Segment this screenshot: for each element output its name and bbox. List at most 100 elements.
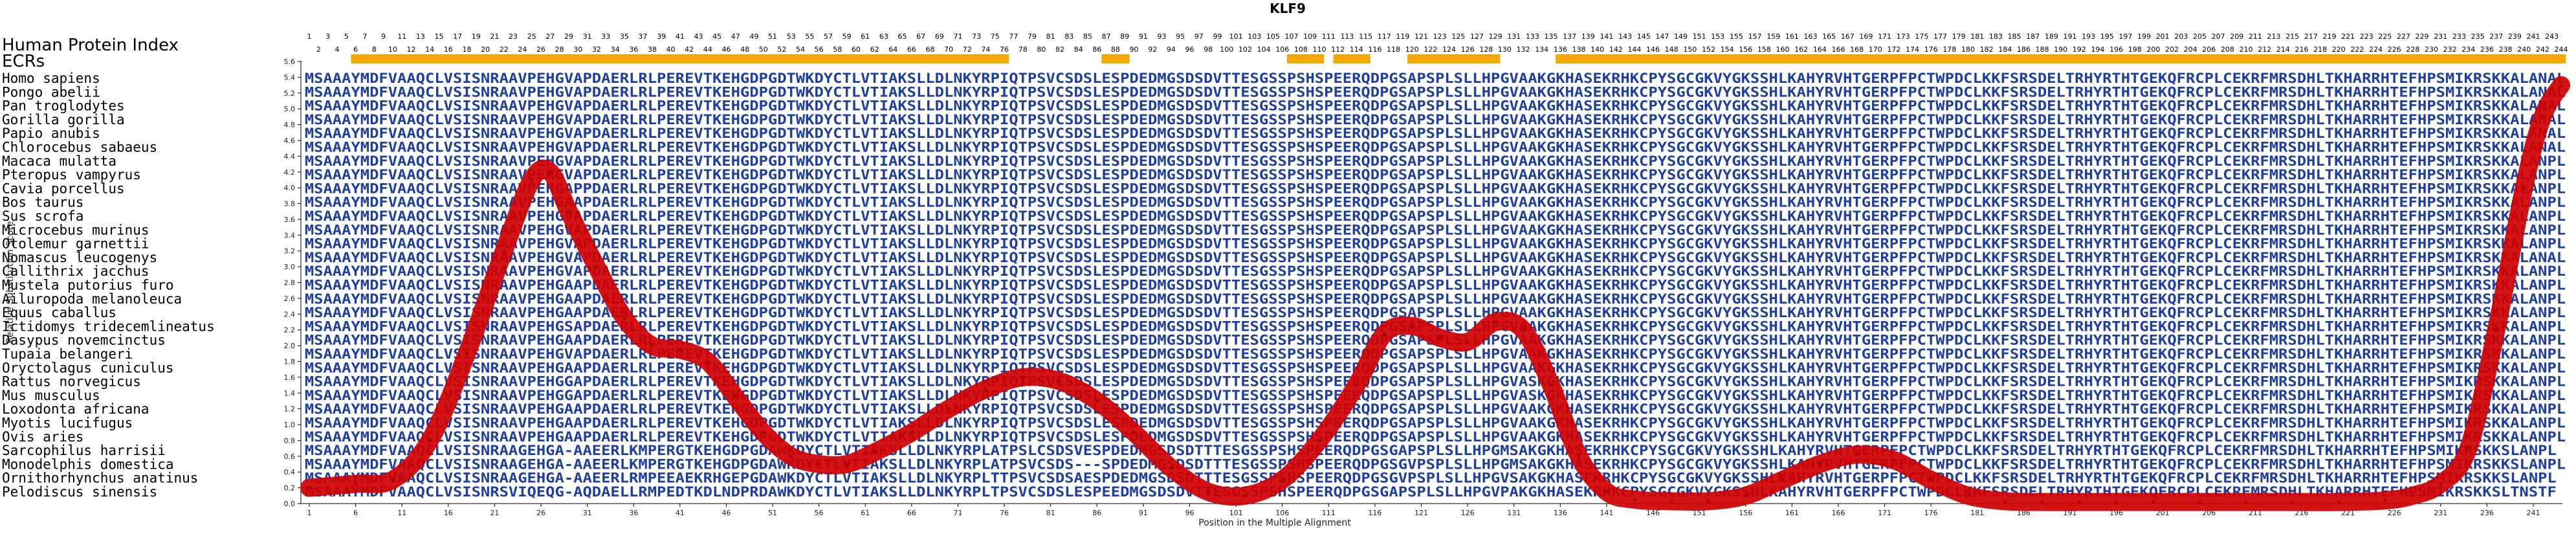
score-point bbox=[428, 438, 432, 443]
protein-index-number: 236 bbox=[2480, 45, 2494, 54]
protein-index-number: 80 bbox=[1037, 45, 1046, 54]
protein-index-number: 29 bbox=[564, 32, 573, 41]
protein-index-number: 221 bbox=[2341, 32, 2355, 41]
protein-index-number: 20 bbox=[481, 45, 490, 54]
protein-index-number: 166 bbox=[1831, 45, 1845, 54]
protein-index-number: 88 bbox=[1111, 45, 1120, 54]
score-point bbox=[353, 482, 358, 486]
sequence-row: MSAAAYMDFVAAQCLVSISNRAAVPEHGVAPDAERLRLPE… bbox=[305, 84, 2566, 100]
protein-index-number: 233 bbox=[2452, 32, 2466, 41]
y-axis-label: Relative Substitution Score bbox=[5, 221, 16, 343]
protein-index-number: 223 bbox=[2360, 32, 2373, 41]
protein-index-number: 23 bbox=[509, 32, 518, 41]
protein-index-number: 141 bbox=[1600, 32, 1613, 41]
score-point bbox=[1604, 489, 1609, 494]
protein-index-number: 47 bbox=[731, 32, 740, 41]
protein-index-number: 106 bbox=[1275, 45, 1289, 54]
x-tick-label: 166 bbox=[1831, 509, 1845, 517]
protein-index-number: 66 bbox=[907, 45, 916, 54]
y-tick-label: 4.0 bbox=[284, 184, 296, 192]
protein-index-number: 97 bbox=[1194, 32, 1204, 41]
y-tick-label: 0.4 bbox=[284, 468, 296, 476]
species-label: Loxodonta africana bbox=[2, 401, 149, 417]
protein-index-number: 34 bbox=[611, 45, 620, 54]
protein-index-number: 203 bbox=[2174, 32, 2188, 41]
protein-index-number: 103 bbox=[1248, 32, 1261, 41]
y-tick-label: 5.4 bbox=[284, 73, 296, 82]
protein-index-number: 191 bbox=[2063, 32, 2076, 41]
protein-index-number: 36 bbox=[629, 45, 638, 54]
protein-index-number: 71 bbox=[953, 32, 962, 41]
score-point bbox=[705, 359, 710, 364]
x-tick-label: 176 bbox=[1924, 509, 1938, 517]
protein-index-number: 208 bbox=[2221, 45, 2234, 54]
protein-index-number: 134 bbox=[1535, 45, 1548, 54]
score-point bbox=[733, 395, 738, 399]
protein-index-number: 85 bbox=[1083, 32, 1092, 41]
protein-index-number: 228 bbox=[2406, 45, 2419, 54]
score-point bbox=[947, 406, 951, 411]
protein-index-number: 197 bbox=[2119, 32, 2132, 41]
protein-index-number: 234 bbox=[2461, 45, 2475, 54]
sequence-row: MSAAAYMDFVAAQCLVSISNRAAVPEHGAAPDAERLRLPE… bbox=[305, 429, 2566, 445]
species-label: Oryctolagus cuniculus bbox=[2, 360, 174, 375]
protein-index-number: 201 bbox=[2156, 32, 2170, 41]
x-tick-label: 106 bbox=[1275, 509, 1289, 517]
y-tick-label: 1.8 bbox=[284, 357, 296, 366]
score-point bbox=[1243, 493, 1248, 498]
score-point bbox=[1466, 339, 1470, 344]
protein-index-number: 224 bbox=[2369, 45, 2383, 54]
protein-index-number: 95 bbox=[1176, 32, 1185, 41]
protein-index-number: 49 bbox=[749, 32, 758, 41]
protein-index-number: 229 bbox=[2416, 32, 2429, 41]
x-tick-label: 81 bbox=[1046, 509, 1055, 517]
protein-index-number: 172 bbox=[1887, 45, 1900, 54]
protein-index-number: 206 bbox=[2202, 45, 2216, 54]
protein-index-number: 158 bbox=[1757, 45, 1771, 54]
score-point bbox=[529, 177, 534, 182]
score-point bbox=[2410, 493, 2415, 498]
score-point bbox=[2522, 186, 2526, 190]
species-label: Nomascus leucogenys bbox=[2, 250, 157, 265]
protein-index-number: 35 bbox=[620, 32, 629, 41]
y-tick-label: 5.2 bbox=[284, 89, 296, 98]
protein-index-number: 118 bbox=[1387, 45, 1400, 54]
protein-index-number: 117 bbox=[1378, 32, 1391, 41]
y-tick-label: 1.6 bbox=[284, 373, 296, 382]
protein-index-number: 213 bbox=[2267, 32, 2281, 41]
species-label: Chlorocebus sabaeus bbox=[2, 140, 157, 155]
protein-index-number: 227 bbox=[2397, 32, 2410, 41]
x-tick-label: 121 bbox=[1415, 509, 1428, 517]
protein-index-number: 86 bbox=[1092, 45, 1101, 54]
protein-index-number: 115 bbox=[1359, 32, 1372, 41]
x-tick-label: 91 bbox=[1139, 509, 1148, 517]
score-point bbox=[2151, 500, 2155, 504]
x-tick-label: 116 bbox=[1368, 509, 1382, 517]
protein-index-number: 183 bbox=[1989, 32, 2003, 41]
score-point bbox=[984, 387, 988, 392]
protein-index-number: 149 bbox=[1674, 32, 1688, 41]
score-point bbox=[761, 430, 765, 435]
x-tick-label: 1 bbox=[307, 509, 312, 517]
protein-index-number: 18 bbox=[462, 45, 471, 54]
alignment-header: Human Protein Index ECRs bbox=[2, 36, 179, 71]
x-tick-label: 66 bbox=[907, 509, 916, 517]
protein-index-number: 17 bbox=[453, 32, 462, 41]
protein-index-number: 84 bbox=[1074, 45, 1083, 54]
protein-index-number: 94 bbox=[1167, 45, 1176, 54]
protein-index-number: 137 bbox=[1563, 32, 1576, 41]
protein-index-number: 205 bbox=[2193, 32, 2207, 41]
protein-index-number: 96 bbox=[1185, 45, 1194, 54]
species-label: Sus scrofa bbox=[2, 208, 83, 224]
score-point bbox=[1549, 383, 1554, 388]
protein-index-number: 28 bbox=[555, 45, 564, 54]
species-label: Ornithorhynchus anatinus bbox=[2, 471, 198, 486]
score-point bbox=[2114, 500, 2119, 504]
sequence-row: MSAAAYMDFVAAQCLVSISNRAAVPEHGVAPDAERLRLPE… bbox=[305, 167, 2566, 183]
x-tick-label: 126 bbox=[1461, 509, 1475, 517]
score-point bbox=[1206, 489, 1211, 494]
protein-index-number: 68 bbox=[926, 45, 935, 54]
protein-index-number: 176 bbox=[1924, 45, 1938, 54]
